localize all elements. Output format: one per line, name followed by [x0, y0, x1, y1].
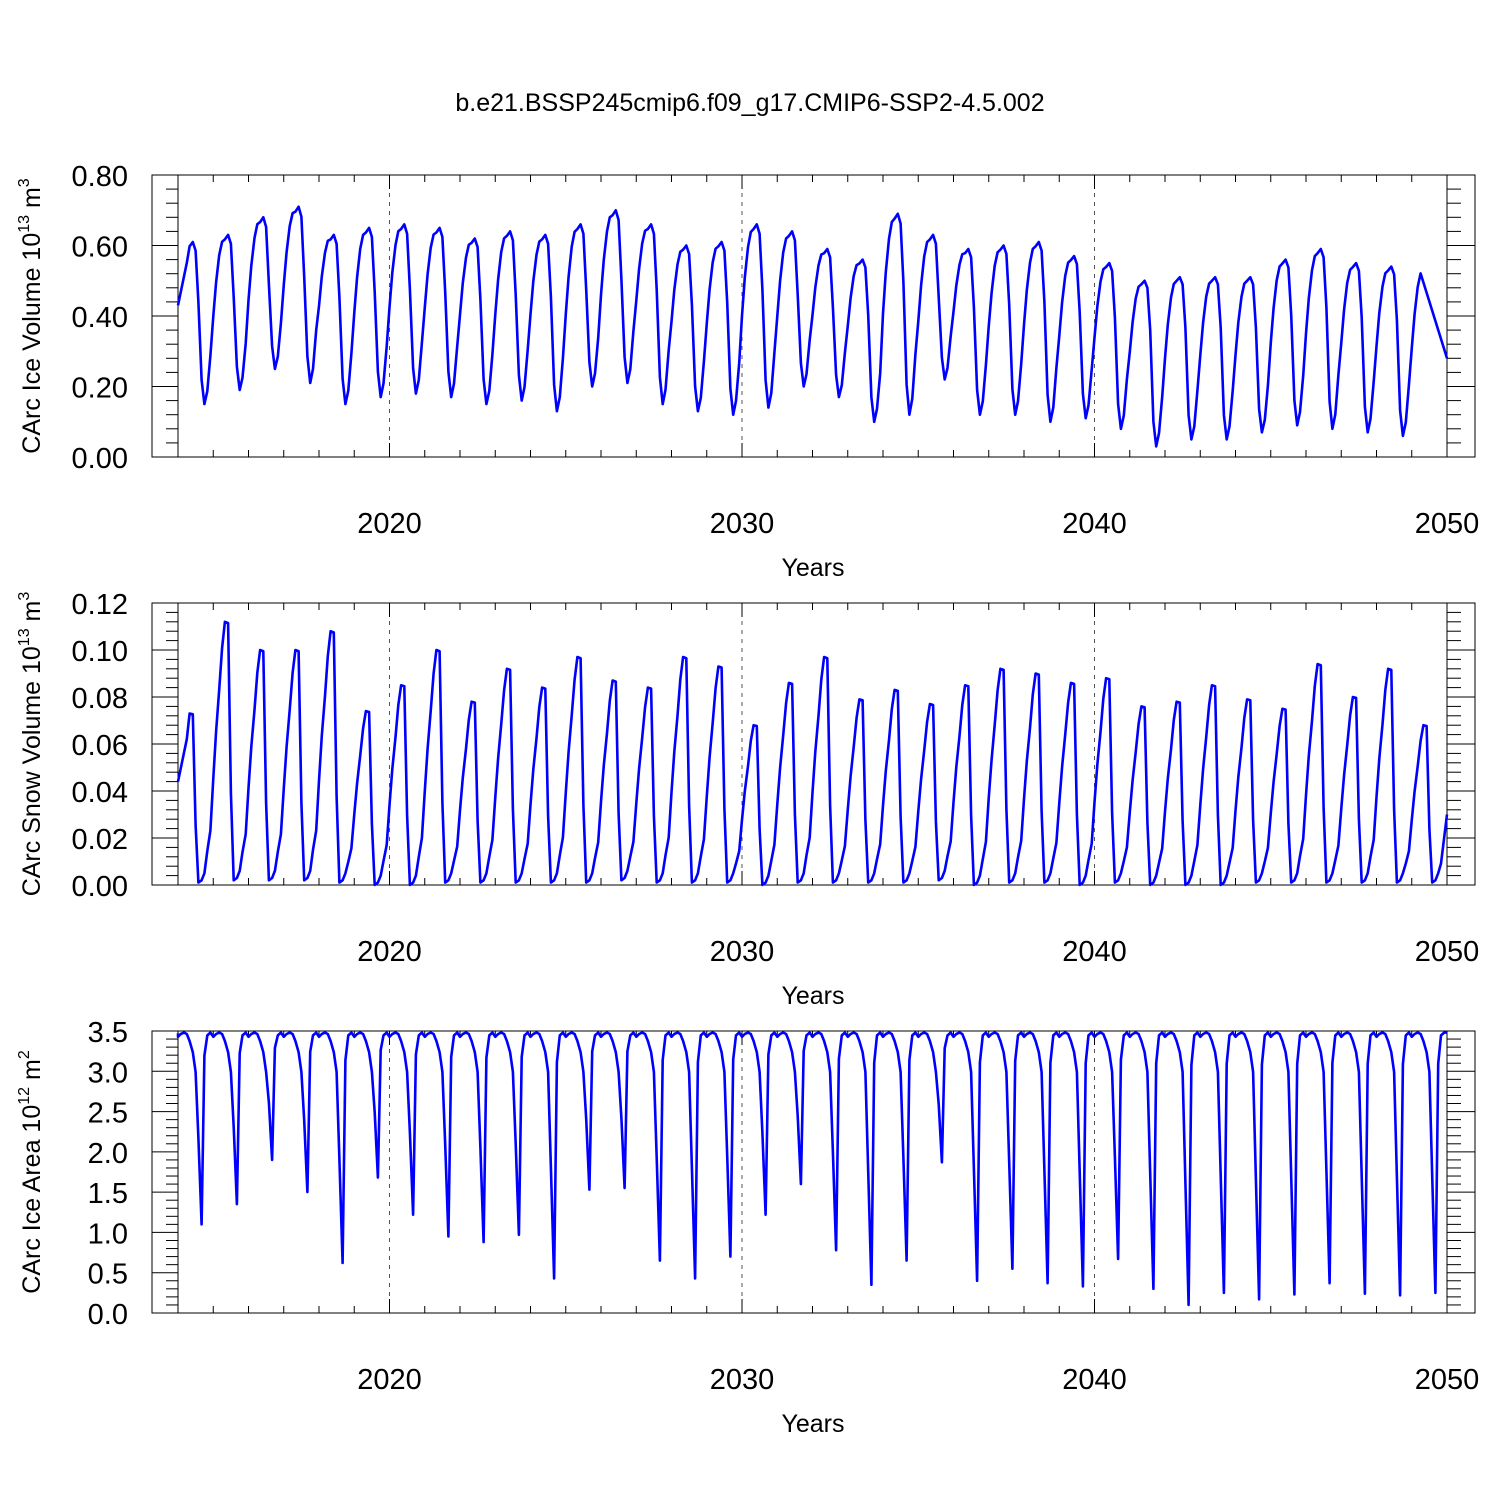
panels: 0.00 0.20 0.40 0.60 0.80 2020 2030 2040 2050 Year…	[16, 161, 1479, 1438]
y-axis-label-unit-exponent: 3	[16, 178, 33, 187]
y-tick-label: 0.06	[72, 730, 128, 762]
y-tick-label: 0.60	[72, 232, 128, 264]
x-axis-label: Years	[781, 982, 844, 1010]
data-series-line	[176, 205, 1449, 448]
y-tick-label: 1.5	[88, 1178, 128, 1210]
y-tick-label: 0.5	[88, 1259, 128, 1291]
y-axis-label-unit-exponent: 3	[16, 592, 33, 601]
y-axis-label-main: CArc Snow Volume 10	[18, 646, 46, 896]
x-tick-label: 2020	[357, 936, 422, 968]
chart-title: b.e21.BSSP245cmip6.f09_g17.CMIP6-SSP2-4.…	[455, 89, 1044, 117]
y-tick-label: 0.08	[72, 683, 128, 715]
y-tick-label: 0.40	[72, 302, 128, 334]
data-series-line	[176, 620, 1449, 887]
y-axis-label-main: CArc Ice Area 10	[18, 1105, 46, 1294]
x-tick-label: 2040	[1062, 936, 1127, 968]
y-axis-label-exponent: 12	[16, 1087, 33, 1105]
x-tick-label: 2030	[710, 508, 775, 540]
y-axis-label-unit-exponent: 2	[16, 1050, 33, 1059]
y-tick-label: 0.10	[72, 636, 128, 668]
y-tick-label: 2.0	[88, 1138, 128, 1170]
y-tick-label: 1.0	[88, 1218, 128, 1250]
y-tick-label: 0.00	[72, 443, 128, 475]
chart-panel-3: 0.0 0.5 1.0 1.5 2.0 2.5 3.0 3.5 2020 2030 2040 2050…	[16, 1017, 1479, 1438]
x-tick-label: 2050	[1415, 508, 1480, 540]
x-tick-label: 2050	[1415, 1364, 1480, 1396]
y-axis-label: CArc Ice Volume 1013 m3	[16, 178, 46, 454]
x-tick-label: 2030	[710, 1364, 775, 1396]
x-tick-label: 2040	[1062, 1364, 1127, 1396]
y-tick-label: 0.02	[72, 824, 128, 856]
x-tick-label: 2040	[1062, 508, 1127, 540]
data-series-line	[176, 1031, 1447, 1307]
y-tick-label: 3.0	[88, 1057, 128, 1089]
chart-panel-2: 0.00 0.02 0.04 0.06 0.08 0.10 0.12 2020 2030 2040…	[16, 589, 1479, 1010]
x-tick-label: 2050	[1415, 936, 1480, 968]
y-axis-label-unit: m	[18, 601, 46, 629]
y-tick-label: 0.12	[72, 589, 128, 621]
y-axis-label-main: CArc Ice Volume 10	[18, 233, 46, 454]
y-tick-label: 3.5	[88, 1017, 128, 1049]
x-axis-label: Years	[781, 554, 844, 582]
y-tick-label: 0.00	[72, 871, 128, 903]
y-tick-label: 0.80	[72, 161, 128, 193]
chart-panel-1: 0.00 0.20 0.40 0.60 0.80 2020 2030 2040 2050 Year…	[16, 161, 1479, 582]
y-tick-label: 0.20	[72, 373, 128, 405]
y-axis-label-exponent: 13	[16, 215, 33, 233]
x-axis-label: Years	[781, 1410, 844, 1438]
y-tick-label: 2.5	[88, 1098, 128, 1130]
x-tick-label: 2020	[357, 508, 422, 540]
y-axis-label: CArc Ice Area 1012 m2	[16, 1050, 46, 1294]
x-tick-label: 2030	[710, 936, 775, 968]
y-axis-label-unit: m	[18, 187, 46, 215]
y-axis-label-exponent: 13	[16, 628, 33, 646]
y-axis-label: CArc Snow Volume 1013 m3	[16, 592, 46, 897]
y-axis-label-unit: m	[18, 1059, 46, 1087]
y-tick-label: 0.04	[72, 777, 128, 809]
plot-frame	[151, 1030, 1476, 1314]
y-tick-label: 0.0	[88, 1299, 128, 1331]
x-tick-label: 2020	[357, 1364, 422, 1396]
